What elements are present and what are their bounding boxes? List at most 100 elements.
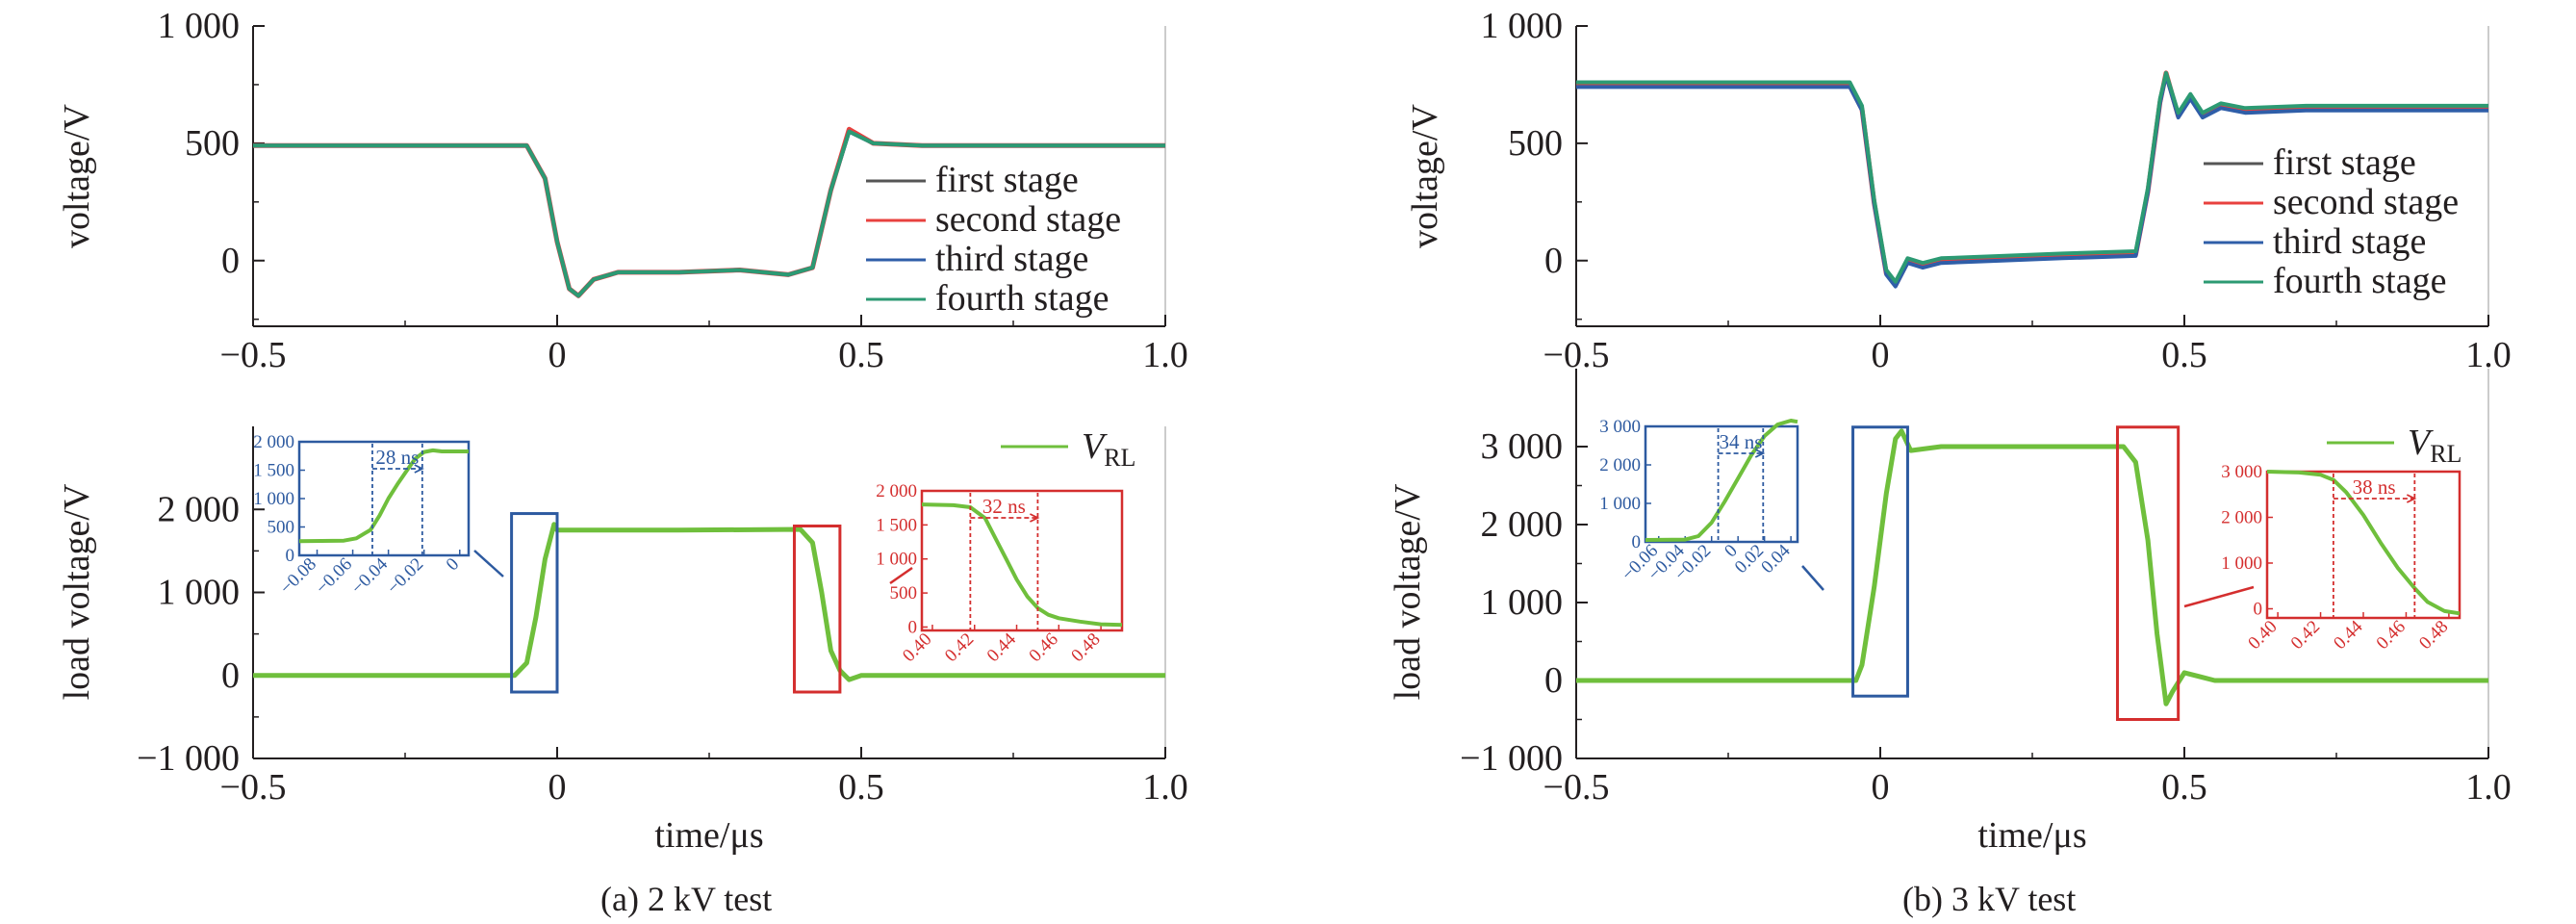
inset-y-tick-label: 1 500: [253, 461, 294, 481]
legend: VRL: [2327, 423, 2461, 468]
inset-y-tick-label: 3 000: [2221, 462, 2262, 482]
legend-label: fourth stage: [2273, 261, 2446, 301]
series-line-fourth: [253, 129, 1165, 298]
inset-annotation: 38 ns: [2353, 475, 2396, 499]
x-tick-label: 0: [1872, 767, 1890, 808]
legend-label-main: V: [1082, 426, 1108, 467]
legend-label: fourth stage: [935, 278, 1109, 319]
legend-label: third stage: [2273, 221, 2426, 262]
inset-y-tick-label: 2 000: [2221, 508, 2262, 528]
x-tick-label: 1.0: [2465, 767, 2512, 808]
inset-connector: [473, 550, 504, 578]
inset-x-tick-label: 0.40: [2244, 617, 2281, 654]
legend-label-main: V: [2408, 423, 2434, 463]
inset-y-tick-label: 2 000: [1599, 455, 1641, 475]
y-tick-label: 1 000: [1481, 582, 1564, 623]
inset-annotation: 28 ns: [375, 446, 419, 469]
x-axis-label: time/μs: [1977, 815, 2086, 856]
x-tick-label: 1.0: [1142, 767, 1188, 808]
inset-x-tick-label: −0.08: [276, 554, 320, 599]
inset-x-tick-label: 0: [443, 554, 464, 576]
zoom-box: [2115, 425, 2181, 721]
x-tick-label: −0.5: [220, 335, 287, 375]
y-tick-label: 500: [185, 123, 240, 164]
inset-arrowhead: [1030, 513, 1040, 523]
y-tick-label: 2 000: [158, 489, 241, 529]
inset-connector: [1801, 565, 1824, 591]
legend-label: VRL: [2408, 423, 2461, 468]
zoom-box: [1851, 425, 1909, 698]
inset-y-tick-label: 0: [2254, 600, 2263, 620]
zoom-box: [792, 525, 842, 694]
legend-label: second stage: [2273, 182, 2459, 222]
x-tick-label: −0.5: [220, 767, 287, 808]
inset-y-tick-label: 0: [908, 617, 918, 637]
inset-x-tick-label: 0.46: [1025, 629, 1061, 666]
inset-x-tick-label: 0.44: [2330, 616, 2367, 654]
inset-arrowhead: [2406, 494, 2417, 503]
chart-a-bottom: −0.5 0 0.5 1.0 2 000 1 000 0 −1 000 load voltage…: [57, 426, 1188, 856]
inset-x-tick-label: 0.48: [2415, 617, 2452, 654]
x-axis-label: time/μs: [654, 815, 763, 856]
y-tick-label: 0: [221, 655, 240, 696]
y-axis-label: load voltage/V: [57, 483, 97, 700]
y-tick-label: −1 000: [1460, 738, 1563, 779]
inset-x-tick-label: −0.06: [312, 554, 356, 599]
series-line-load: [1576, 428, 2488, 706]
x-tick-label: 0: [548, 767, 567, 808]
y-axis-label: voltage/V: [1405, 104, 1445, 248]
inset-x-tick-label: 0.04: [1757, 540, 1795, 578]
legend-label-sub: RL: [2430, 440, 2461, 468]
inset-y-tick-label: 1 000: [1599, 494, 1641, 514]
x-tick-label: 0.5: [2161, 767, 2207, 808]
inset-x-tick-label: −0.04: [347, 553, 392, 598]
inset-x-tick-label: 0.46: [2373, 617, 2410, 654]
inset-y-tick-label: 2 000: [253, 432, 294, 452]
x-tick-label: 0.5: [838, 335, 884, 375]
inset-x-tick-label: 0.40: [899, 629, 935, 666]
x-tick-label: 0: [1872, 335, 1890, 375]
y-tick-label: 500: [1508, 123, 1563, 164]
inset-connector: [889, 566, 913, 585]
legend: VRL: [1001, 426, 1135, 472]
inset-y-tick-label: 0: [1632, 532, 1642, 552]
inset-0: −0.08−0.06−0.04−0.02 0 0 500 1 000 1 500 2 000…: [253, 432, 471, 599]
inset-y-tick-label: 500: [890, 583, 918, 603]
y-tick-label: 1 000: [158, 573, 241, 613]
inset-arrowhead: [1754, 449, 1766, 458]
y-tick-label: 0: [221, 241, 240, 281]
inset-annotation: 32 ns: [982, 495, 1026, 518]
y-tick-label: 1 000: [158, 6, 241, 46]
inset-series-line: [921, 502, 1123, 628]
x-tick-label: 1.0: [1142, 335, 1188, 375]
inset-frame: [2265, 470, 2461, 620]
inset-connector: [2183, 585, 2255, 608]
inset-series-line: [298, 448, 469, 544]
inset-y-tick-label: 1 000: [2221, 553, 2262, 574]
y-tick-label: 1 000: [1481, 6, 1564, 46]
y-tick-label: 2 000: [1481, 504, 1564, 545]
zoom-box: [510, 512, 559, 694]
inset-annotation: 34 ns: [1719, 430, 1762, 453]
inset-x-tick-label: −0.02: [383, 554, 427, 599]
chart-a-top: −0.5 0 0.5 1.0 1 000 500 0 voltage/V first stage…: [57, 6, 1188, 375]
x-tick-label: 0.5: [838, 767, 884, 808]
inset-y-tick-label: 2 000: [876, 481, 917, 501]
inset-1: 0.40 0.42 0.44 0.46 0.48 0 500 1 000 1 500 2 000 3…: [876, 481, 1124, 666]
inset-series-line: [1645, 419, 1798, 542]
legend-label: third stage: [935, 239, 1088, 279]
y-tick-label: 3 000: [1481, 426, 1564, 467]
y-tick-label: 0: [1544, 660, 1563, 701]
caption-a: (a) 2 kV test: [600, 880, 773, 918]
x-tick-label: 0: [548, 335, 567, 375]
inset-x-tick-label: 0.44: [983, 629, 1021, 666]
legend-label: first stage: [935, 160, 1079, 200]
legend-label: second stage: [935, 199, 1121, 240]
inset-y-tick-label: 500: [268, 518, 295, 538]
inset-frame: [920, 489, 1124, 632]
inset-y-tick-label: 3 000: [1599, 417, 1641, 437]
